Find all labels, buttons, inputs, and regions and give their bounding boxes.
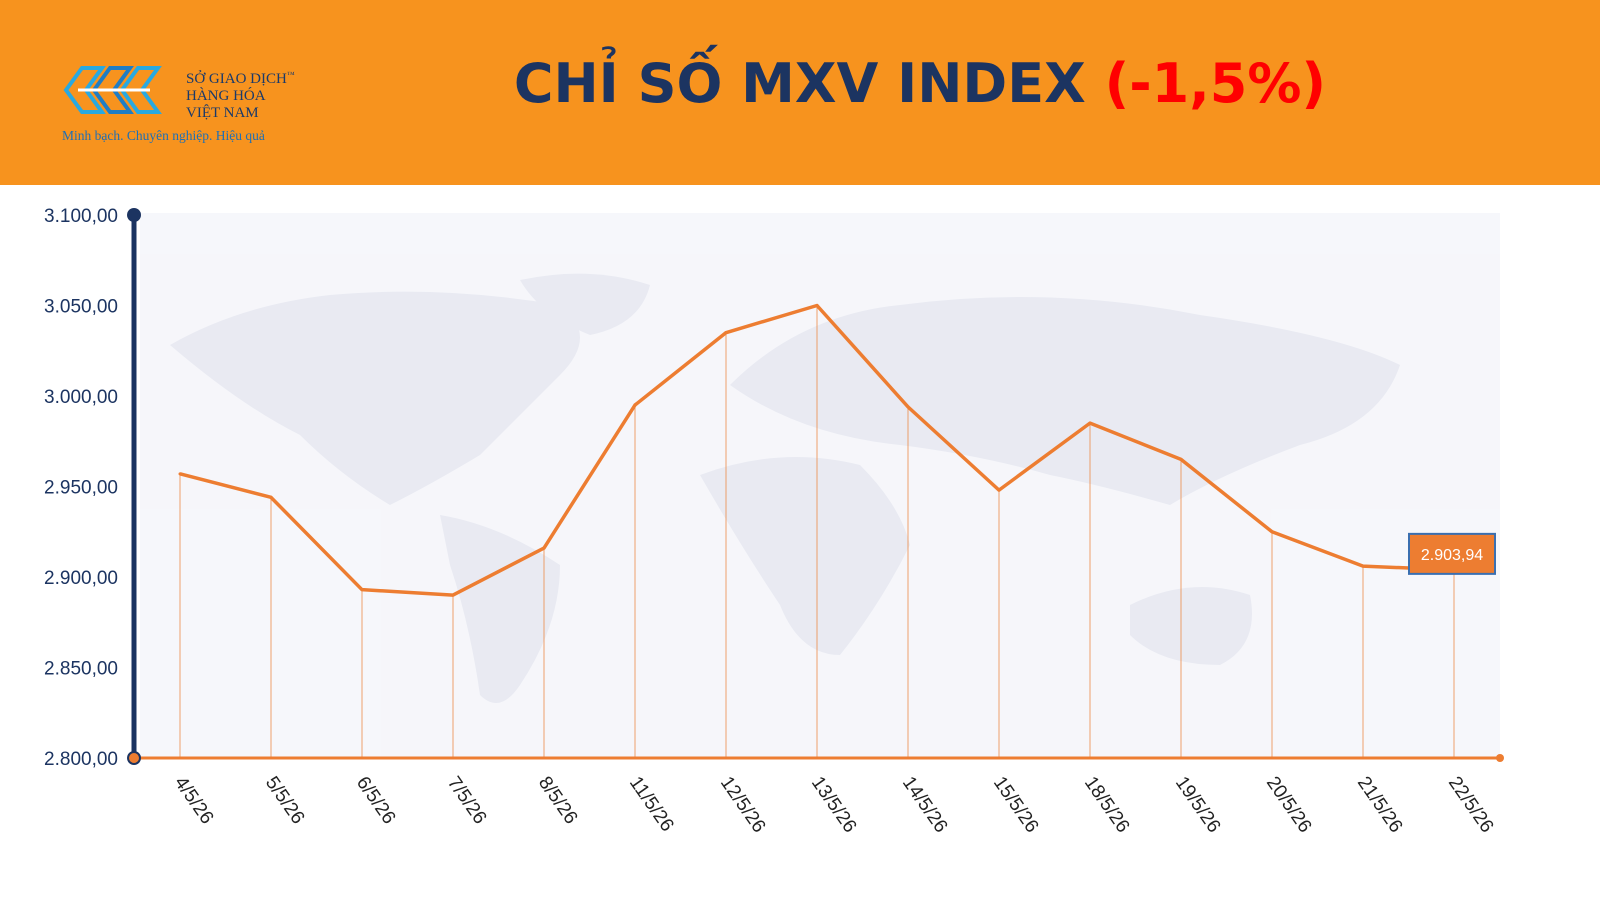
x-tick-label: 6/5/26 [352,773,400,828]
logo-line-1: SỞ GIAO DỊCH [186,71,287,87]
x-tick-label: 5/5/26 [261,773,309,828]
trademark: ™ [286,70,295,79]
x-tick-label: 13/5/26 [807,773,861,837]
data-point [1088,421,1092,425]
x-tick-label: 12/5/26 [716,773,770,837]
map-australia [1130,587,1252,665]
x-tick-label: 7/5/26 [443,773,491,828]
x-tick-label: 14/5/26 [898,773,952,837]
x-tick-label: 21/5/26 [1353,773,1407,837]
data-point [1179,457,1183,461]
map-north-america [170,291,580,505]
title-text: CHỈ SỐ MXV INDEX [513,52,1086,115]
y-tick-label: 3.050,00 [44,297,118,318]
logo-text: SỞ GIAO DỊCH™ HÀNG HÓA VIỆT NAM [186,66,295,122]
data-point [360,588,364,592]
x-tick-label: 8/5/26 [534,773,582,828]
x-tick-label: 18/5/26 [1080,773,1134,837]
y-tick-label: 2.900,00 [44,568,118,589]
y-tick-label: 3.000,00 [44,387,118,408]
data-point [724,331,728,335]
mxv-logo: SỞ GIAO DỊCH™ HÀNG HÓA VIỆT NAM Minh bạc… [58,60,318,150]
x-tick-label: 4/5/26 [170,773,218,828]
mxv-index-line-chart: 2.800,00 2.850,00 2.900,00 2.950,00 3.000,00… [44,206,1504,837]
data-point [997,488,1001,492]
last-value-callout: 2.903,94 [1408,532,1496,575]
map-greenland [520,273,650,335]
y-tick-label: 2.950,00 [44,478,118,499]
data-point [178,472,182,476]
y-axis-top-dot [127,208,141,222]
logo-mark-icon [63,66,162,114]
last-value-box [1408,532,1496,575]
x-tick-label: 11/5/26 [625,773,678,836]
map-south-america [440,515,560,703]
x-tick-label: 19/5/26 [1171,773,1225,837]
y-tick-label: 3.100,00 [44,206,118,227]
world-map-watermark [140,213,1500,758]
drop-lines [179,305,1455,758]
page-title: CHỈ SỐ MXV INDEX (-1,5%) [470,52,1370,115]
header-banner: SỞ GIAO DỊCH™ HÀNG HÓA VIỆT NAM Minh bạc… [0,0,1600,185]
logo-line-3: VIỆT NAM [186,105,259,121]
data-point [542,546,546,550]
x-tick-labels: 4/5/26 5/5/26 6/5/26 7/5/26 8/5/26 11/5/26 12/… [170,773,1498,837]
last-value-label: 2.903,94 [1421,547,1483,564]
x-tick-label: 20/5/26 [1262,773,1316,837]
map-eurasia [730,297,1400,505]
data-point [815,304,819,307]
x-tick-label: 22/5/26 [1444,773,1498,837]
series-mxv-index [178,303,1456,597]
map-africa [700,457,910,655]
x-tick-label: 15/5/26 [989,773,1043,837]
data-point [633,403,637,407]
data-point [269,495,273,499]
y-axis: 2.800,00 2.850,00 2.900,00 2.950,00 3.000,00… [44,206,141,770]
x-axis-start-dot [127,751,141,765]
x-axis-end-dot [1496,754,1504,762]
y-tick-label: 2.850,00 [44,659,118,680]
data-point [451,593,455,597]
data-point [1270,530,1274,534]
change-percent: (-1,5%) [1104,52,1327,115]
tagline: Minh bạch. Chuyên nghiệp. Hiệu quả [62,128,265,143]
data-point [1361,564,1365,568]
y-tick-label: 2.800,00 [44,749,118,770]
data-point [906,405,910,409]
logo-line-2: HÀNG HÓA [186,88,266,104]
